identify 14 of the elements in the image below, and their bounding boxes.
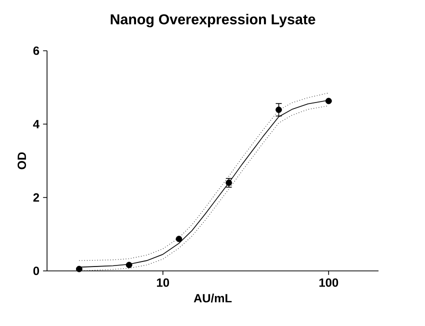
- x-tick-label: 100: [319, 278, 338, 287]
- point: [325, 98, 332, 104]
- y-tick-label: 6: [33, 46, 40, 56]
- point: [126, 262, 132, 268]
- point: [176, 236, 182, 242]
- y-tick-label: 0: [33, 266, 40, 276]
- y-tick-label: 4: [33, 120, 40, 128]
- x-tick-label: 10: [157, 278, 170, 287]
- x-axis-title: AU/mL: [194, 294, 232, 303]
- chart-title: Nanog Overexpression Lysate: [110, 14, 316, 28]
- point: [276, 106, 282, 114]
- y-axis-title: OD: [18, 152, 26, 170]
- y-tick-label: 2: [33, 193, 40, 202]
- point: [76, 266, 82, 272]
